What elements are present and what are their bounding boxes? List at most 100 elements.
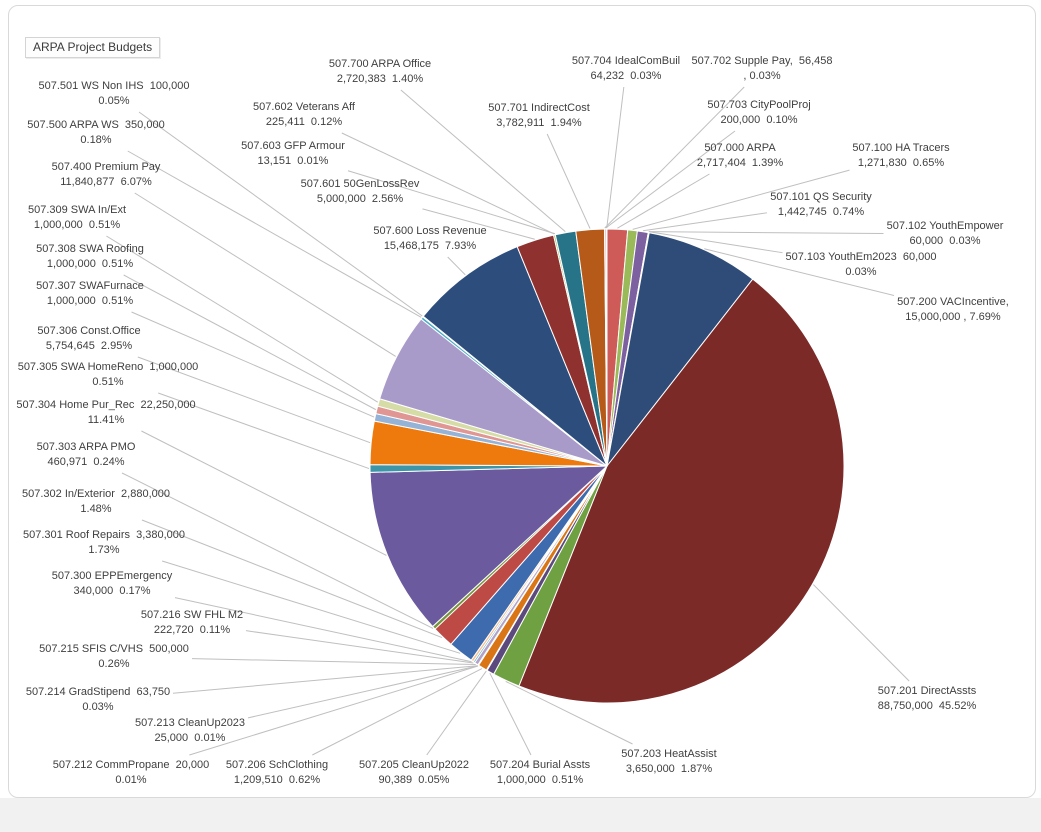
slice-label-507.601[interactable]: 507.601 50GenLossRev 5,000,000 2.56% bbox=[301, 177, 420, 207]
slice-label-line1: 507.601 50GenLossRev bbox=[300, 178, 420, 190]
slice-label-507.501[interactable]: 507.501 WS Non IHS 100,000 0.05% bbox=[38, 79, 189, 109]
leader-line-507.201 bbox=[813, 584, 910, 682]
page-bottom-band bbox=[0, 798, 1041, 832]
slice-label-507.204[interactable]: 507.204 Burial Assts 1,000,000 0.51% bbox=[490, 758, 590, 788]
slice-label-line2: 460,971 0.24% bbox=[47, 456, 125, 468]
slice-label-507.206[interactable]: 507.206 SchClothing 1,209,510 0.62% bbox=[226, 758, 328, 788]
slice-label-507.214[interactable]: 507.214 GradStipend 63,750 0.03% bbox=[26, 685, 170, 715]
leader-line-507.102 bbox=[648, 231, 884, 235]
pie-slice-507.201[interactable] bbox=[518, 278, 845, 704]
slice-label-507.215[interactable]: 507.215 SFIS C/VHS 500,000 0.26% bbox=[39, 642, 189, 672]
slice-label-507.301[interactable]: 507.301 Roof Repairs 3,380,000 1.73% bbox=[23, 528, 185, 558]
slice-label-507.216[interactable]: 507.216 SW FHL M2 222,720 0.11% bbox=[141, 608, 243, 638]
leader-line-507.212 bbox=[189, 665, 479, 756]
slice-label-line1: 507.309 SWA In/Ext bbox=[27, 204, 127, 216]
slice-label-507.304[interactable]: 507.304 Home Pur_Rec 22,250,000 11.41% bbox=[16, 398, 195, 428]
slice-label-507.300[interactable]: 507.300 EPPEmergency 340,000 0.17% bbox=[52, 569, 172, 599]
leader-line-507.215 bbox=[191, 658, 476, 666]
slice-label-line1: 507.703 CityPoolProj bbox=[707, 99, 811, 111]
slice-label-507.102[interactable]: 507.102 YouthEmpower 60,000 0.03% bbox=[887, 219, 1004, 249]
slice-label-507.307[interactable]: 507.307 SWAFurnace 1,000,000 0.51% bbox=[36, 279, 144, 309]
slice-label-507.302[interactable]: 507.302 In/Exterior 2,880,000 1.48% bbox=[22, 487, 170, 517]
slice-label-line2: 0.26% bbox=[98, 658, 130, 670]
slice-label-507.205[interactable]: 507.205 CleanUp2022 90,389 0.05% bbox=[359, 758, 469, 788]
leader-line-507.100 bbox=[632, 169, 850, 230]
leader-line-507.501 bbox=[138, 111, 423, 317]
leader-line-507.600 bbox=[447, 256, 466, 276]
slice-label-507.703[interactable]: 507.703 CityPoolProj 200,000 0.10% bbox=[707, 98, 810, 128]
slice-label-line1: 507.101 QS Security bbox=[770, 191, 872, 203]
pie-slice-507.304[interactable] bbox=[369, 465, 609, 628]
slice-label-507.704[interactable]: 507.704 IdealComBuil 64,232 0.03% bbox=[572, 54, 680, 84]
slice-label-line1: 507.302 In/Exterior 2,880,000 bbox=[22, 488, 170, 500]
slice-label-line1: 507.200 VACIncentive, bbox=[897, 296, 1009, 308]
leader-line-507.301 bbox=[161, 560, 461, 654]
slice-label-line2: 2,717,404 1.39% bbox=[696, 157, 784, 169]
slice-label-line2: 1,000,000 0.51% bbox=[496, 774, 584, 786]
slice-label-507.000[interactable]: 507.000 ARPA 2,717,404 1.39% bbox=[697, 141, 783, 171]
leader-line-507.601 bbox=[422, 208, 535, 240]
slice-label-507.213[interactable]: 507.213 CleanUp2023 25,000 0.01% bbox=[135, 716, 245, 746]
slice-label-line1: 507.213 CleanUp2023 bbox=[134, 717, 246, 729]
slice-label-507.602[interactable]: 507.602 Veterans Aff 225,411 0.12% bbox=[253, 100, 355, 130]
slice-label-507.103[interactable]: 507.103 YouthEm2023 60,000 0.03% bbox=[785, 250, 936, 280]
slice-label-line1: 507.215 SFIS C/VHS 500,000 bbox=[39, 643, 189, 655]
chart-title[interactable]: ARPA Project Budgets bbox=[25, 37, 161, 58]
leader-line-507.309 bbox=[106, 235, 378, 403]
leader-line-507.307 bbox=[131, 311, 375, 418]
slice-label-507.306[interactable]: 507.306 Const.Office 5,754,645 2.95% bbox=[37, 324, 140, 354]
slice-label-line2: 90,389 0.05% bbox=[378, 774, 450, 786]
slice-label-line2: 1.48% bbox=[80, 503, 112, 515]
leader-line-507.101 bbox=[642, 212, 768, 232]
slice-label-line1: 507.205 CleanUp2022 bbox=[358, 759, 470, 771]
pie-slice-507.600[interactable] bbox=[422, 246, 608, 467]
slice-label-507.305[interactable]: 507.305 SWA HomeReno 1,000,000 0.51% bbox=[18, 360, 199, 390]
slice-label-507.100[interactable]: 507.100 HA Tracers 1,271,830 0.65% bbox=[852, 141, 949, 171]
slice-label-line1: 507.201 DirectAssts bbox=[877, 685, 977, 697]
slice-label-line2: 88,750,000 45.52% bbox=[877, 700, 977, 712]
slice-label-507.603[interactable]: 507.603 GFP Armour 13,151 0.01% bbox=[241, 139, 345, 169]
slice-label-507.212[interactable]: 507.212 CommPropane 20,000 0.01% bbox=[53, 758, 210, 788]
leader-line-507.214 bbox=[172, 665, 478, 694]
slice-label-line2: 1,000,000 0.51% bbox=[46, 295, 134, 307]
slice-label-507.308[interactable]: 507.308 SWA Roofing 1,000,000 0.51% bbox=[36, 242, 144, 272]
slice-label-507.200[interactable]: 507.200 VACIncentive, 15,000,000 , 7.69% bbox=[897, 295, 1009, 325]
slice-label-line1: 507.304 Home Pur_Rec 22,250,000 bbox=[16, 399, 196, 411]
slice-label-line1: 507.204 Burial Assts bbox=[489, 759, 591, 771]
leader-line-507.303 bbox=[121, 472, 434, 629]
slice-label-507.700[interactable]: 507.700 ARPA Office 2,720,383 1.40% bbox=[329, 57, 431, 87]
slice-label-507.500[interactable]: 507.500 ARPA WS 350,000 0.18% bbox=[27, 118, 164, 148]
slice-label-line1: 507.000 ARPA bbox=[704, 142, 776, 154]
slice-label-507.400[interactable]: 507.400 Premium Pay 11,840,877 6.07% bbox=[52, 160, 161, 190]
slice-label-line2: 60,000 0.03% bbox=[909, 235, 981, 247]
leader-line-507.205 bbox=[426, 670, 487, 756]
slice-label-line2: 1.73% bbox=[88, 544, 120, 556]
slice-label-line2: 15,000,000 , 7.69% bbox=[905, 311, 1001, 323]
slice-label-line2: 225,411 0.12% bbox=[265, 116, 343, 128]
leader-line-507.701 bbox=[546, 133, 591, 229]
slice-label-line2: 11,840,877 6.07% bbox=[60, 176, 152, 188]
pie-slice-507.200[interactable] bbox=[606, 232, 754, 467]
slice-label-507.101[interactable]: 507.101 QS Security 1,442,745 0.74% bbox=[770, 190, 872, 220]
leader-line-507.103 bbox=[649, 231, 783, 254]
slice-label-507.701[interactable]: 507.701 IndirectCost 3,782,911 1.94% bbox=[488, 101, 590, 131]
slice-label-507.203[interactable]: 507.203 HeatAssist 3,650,000 1.87% bbox=[621, 747, 716, 777]
slice-label-507.303[interactable]: 507.303 ARPA PMO 460,971 0.24% bbox=[37, 440, 136, 470]
slice-label-507.600[interactable]: 507.600 Loss Revenue 15,468,175 7.93% bbox=[373, 224, 486, 254]
slice-label-line2: 1,442,745 0.74% bbox=[777, 206, 865, 218]
leader-line-507.302 bbox=[141, 519, 443, 639]
slice-label-507.702[interactable]: 507.702 Supple Pay, 56,458 , 0.03% bbox=[691, 54, 832, 84]
leader-line-507.200 bbox=[704, 248, 895, 296]
slice-label-line1: 507.203 HeatAssist bbox=[621, 748, 717, 760]
slice-label-507.201[interactable]: 507.201 DirectAssts 88,750,000 45.52% bbox=[878, 684, 976, 714]
slice-label-507.309[interactable]: 507.309 SWA In/Ext 1,000,000 0.51% bbox=[28, 203, 126, 233]
slice-label-line1: 507.500 ARPA WS 350,000 bbox=[27, 119, 165, 131]
leader-line-507.206 bbox=[312, 668, 483, 756]
slice-label-line1: 507.216 SW FHL M2 bbox=[140, 609, 244, 621]
slice-label-line1: 507.702 Supple Pay, 56,458 bbox=[691, 55, 833, 67]
leader-line-507.304 bbox=[141, 430, 387, 556]
slice-label-line2: 340,000 0.17% bbox=[73, 585, 151, 597]
slice-label-line1: 507.100 HA Tracers bbox=[852, 142, 950, 154]
slice-label-line2: 11.41% bbox=[87, 414, 125, 426]
slice-label-line2: , 0.03% bbox=[743, 70, 781, 82]
